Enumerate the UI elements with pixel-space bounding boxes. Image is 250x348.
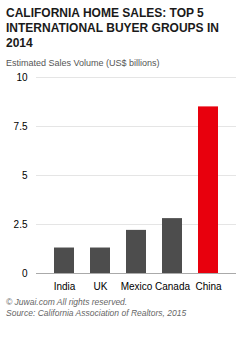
- html-text:© Juwai.com All rights reserve: © Juwai.com All rights reserved.: [6, 297, 128, 307]
- svg-text:Mexico: Mexico: [121, 281, 153, 292]
- svg-text:China: China: [195, 281, 222, 292]
- svg-text:UK: UK: [94, 281, 108, 292]
- svg-text:Canada: Canada: [155, 281, 190, 292]
- svg-text:7.5: 7.5: [14, 121, 28, 132]
- svg-text:0: 0: [22, 268, 28, 279]
- svg-text:India: India: [54, 281, 76, 292]
- html-text:CALIFORNIA HOME SALES: TOP 5 I: CALIFORNIA HOME SALES: TOP 5 INTERNATION…: [6, 6, 219, 50]
- svg-text:10: 10: [16, 72, 28, 83]
- html-text:Estimated Sales Volume (US$ bi: Estimated Sales Volume (US$ billions): [6, 58, 160, 68]
- html-text:Source: California Association: Source: California Association of Realto…: [6, 308, 187, 318]
- svg-text:5: 5: [22, 170, 28, 181]
- svg-text:2.5: 2.5: [14, 219, 28, 230]
